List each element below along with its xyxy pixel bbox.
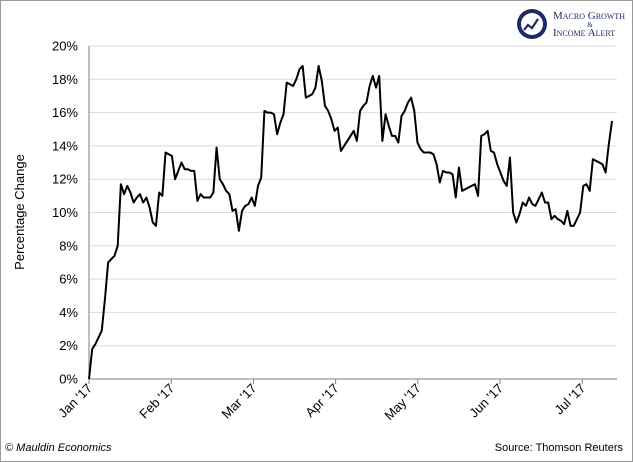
logo-line1: Macro Growth bbox=[553, 10, 625, 22]
x-tick-label: Feb '17 bbox=[136, 381, 177, 422]
logo: Macro Growth & Income Alert bbox=[517, 9, 625, 39]
x-tick-label: Jun '17 bbox=[466, 381, 506, 421]
series-line bbox=[88, 64, 613, 380]
logo-amp: & bbox=[587, 21, 593, 29]
footer-copyright: © Mauldin Economics bbox=[5, 442, 112, 454]
y-tick-label: 18% bbox=[52, 72, 78, 87]
logo-line2: Income Alert bbox=[553, 27, 615, 39]
x-tick-labels: Jan '17 Feb '17 Mar '17 Apr '17 May '17 Jun '… bbox=[55, 381, 588, 424]
y-tick-label: 8% bbox=[59, 238, 78, 253]
x-tick-label: Jan '17 bbox=[55, 381, 95, 421]
y-tick-labels: 0% 2% 4% 6% 8% 10% 12% 14% 16% 18% 20% bbox=[52, 39, 78, 387]
x-tick-label: Jul '17 bbox=[551, 381, 588, 418]
axes bbox=[88, 46, 617, 384]
gridlines bbox=[89, 45, 617, 347]
y-tick-label: 4% bbox=[59, 305, 78, 320]
series-lines bbox=[88, 64, 613, 380]
chart-arrow-icon bbox=[523, 18, 539, 31]
y-axis-label: Percentage Change bbox=[12, 154, 27, 270]
y-tick-label: 10% bbox=[52, 205, 78, 220]
logo-emblem-inner bbox=[521, 13, 543, 35]
x-tick-label: Apr '17 bbox=[302, 381, 341, 420]
y-tick-label: 0% bbox=[59, 372, 78, 387]
y-tick-label: 20% bbox=[52, 39, 78, 54]
x-tick-label: May '17 bbox=[381, 381, 424, 424]
footer-source: Source: Thomson Reuters bbox=[494, 442, 623, 454]
y-tick-label: 6% bbox=[59, 272, 78, 287]
y-tick-label: 14% bbox=[52, 138, 78, 153]
y-tick-label: 2% bbox=[59, 338, 78, 353]
y-tick-label: 12% bbox=[52, 172, 78, 187]
x-tick-label: Mar '17 bbox=[219, 381, 260, 422]
y-tick-label: 16% bbox=[52, 105, 78, 120]
